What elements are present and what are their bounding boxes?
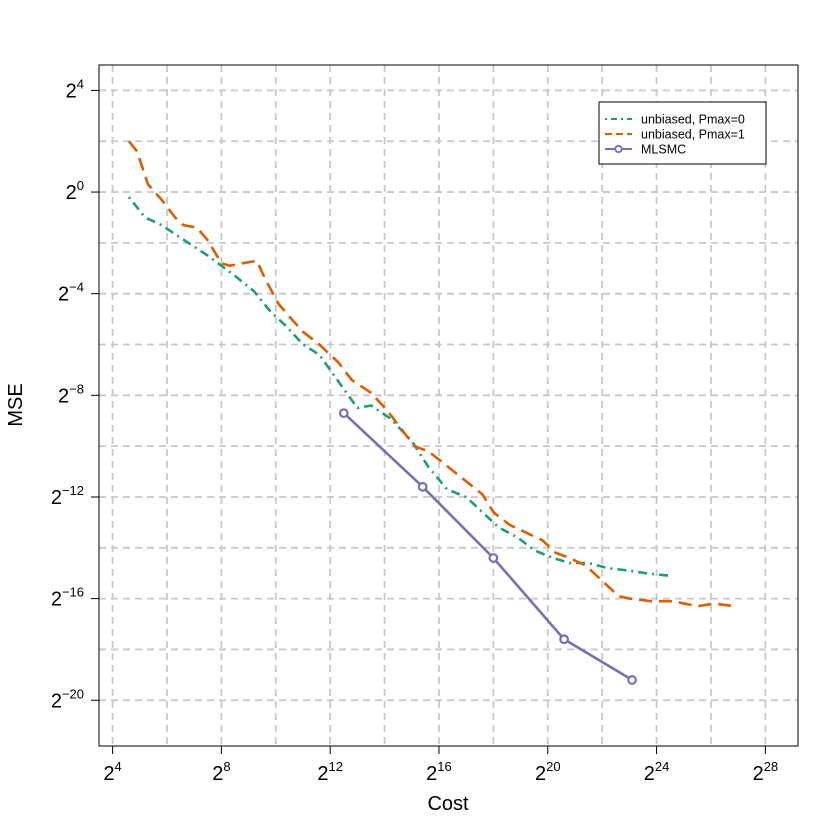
x-tick-exponent: 24 [655,759,669,774]
data-point [627,675,637,685]
x-tick-base: 2 [317,763,328,785]
x-tick-base: 2 [644,763,655,785]
y-tick-base: 2 [66,80,77,102]
grid-lines [99,65,798,746]
x-tick-exponent: 4 [115,759,122,774]
y-tick-base: 2 [51,690,62,712]
y-tick-label: 2−8 [58,381,84,407]
x-tick-base: 2 [753,763,764,785]
axis-ticks: 24 28 212 216 220 224 22824202−42−82−122−162−2… [51,76,778,785]
y-tick-exponent: −12 [62,483,84,498]
series-1 [127,140,736,608]
x-tick-label: 24 [103,759,121,785]
series-line [127,196,671,578]
legend-item: unbiased, Pmax=0 [605,113,745,127]
y-tick-base: 2 [51,589,62,611]
x-tick-exponent: 12 [329,759,343,774]
y-tick-exponent: −4 [69,280,84,295]
y-tick-label: 2−4 [58,280,84,306]
x-tick-base: 2 [535,763,546,785]
x-tick-label: 220 [535,759,561,785]
x-tick-label: 228 [753,759,779,785]
x-tick-base: 2 [103,763,114,785]
y-tick-label: 2−12 [51,483,84,509]
x-tick-label: 28 [212,759,230,785]
y-axis-title: MSE [5,383,27,426]
x-tick-exponent: 28 [764,759,778,774]
y-tick-base: 2 [66,182,77,204]
y-tick-label: 2−20 [51,686,84,712]
legend-label: unbiased, Pmax=1 [641,128,745,142]
legend-marker [614,144,623,154]
data-series [127,140,736,685]
data-point [559,634,569,645]
y-tick-label: 2−16 [51,585,84,611]
y-tick-exponent: 4 [77,76,84,91]
legend-box [598,101,767,165]
x-tick-exponent: 16 [437,759,451,774]
y-tick-exponent: −16 [62,585,84,600]
x-tick-label: 216 [426,759,452,785]
series-line [342,412,633,682]
series-line [127,140,736,608]
data-point [488,553,499,563]
y-tick-label: 20 [66,178,84,204]
y-tick-label: 24 [66,76,84,102]
y-tick-base: 2 [51,487,62,509]
x-tick-base: 2 [212,763,223,785]
y-tick-exponent: −20 [62,686,84,701]
x-tick-label: 212 [317,759,343,785]
y-tick-exponent: 0 [77,178,84,193]
data-point [338,408,349,419]
x-tick-exponent: 8 [223,759,230,774]
data-point [417,481,428,492]
x-tick-base: 2 [426,763,437,785]
legend-label: MLSMC [641,143,686,157]
x-tick-label: 224 [644,759,670,785]
plot-frame [98,64,799,747]
legend-label: unbiased, Pmax=0 [641,113,745,127]
legend-item: MLSMC [605,143,686,157]
y-tick-base: 2 [58,385,69,407]
legend-item: unbiased, Pmax=1 [605,128,745,142]
series-0 [127,196,671,578]
x-axis-title: Cost [427,793,469,815]
y-tick-base: 2 [58,284,69,306]
x-tick-exponent: 20 [546,759,560,774]
series-2 [338,408,637,685]
y-tick-exponent: −8 [69,381,84,396]
